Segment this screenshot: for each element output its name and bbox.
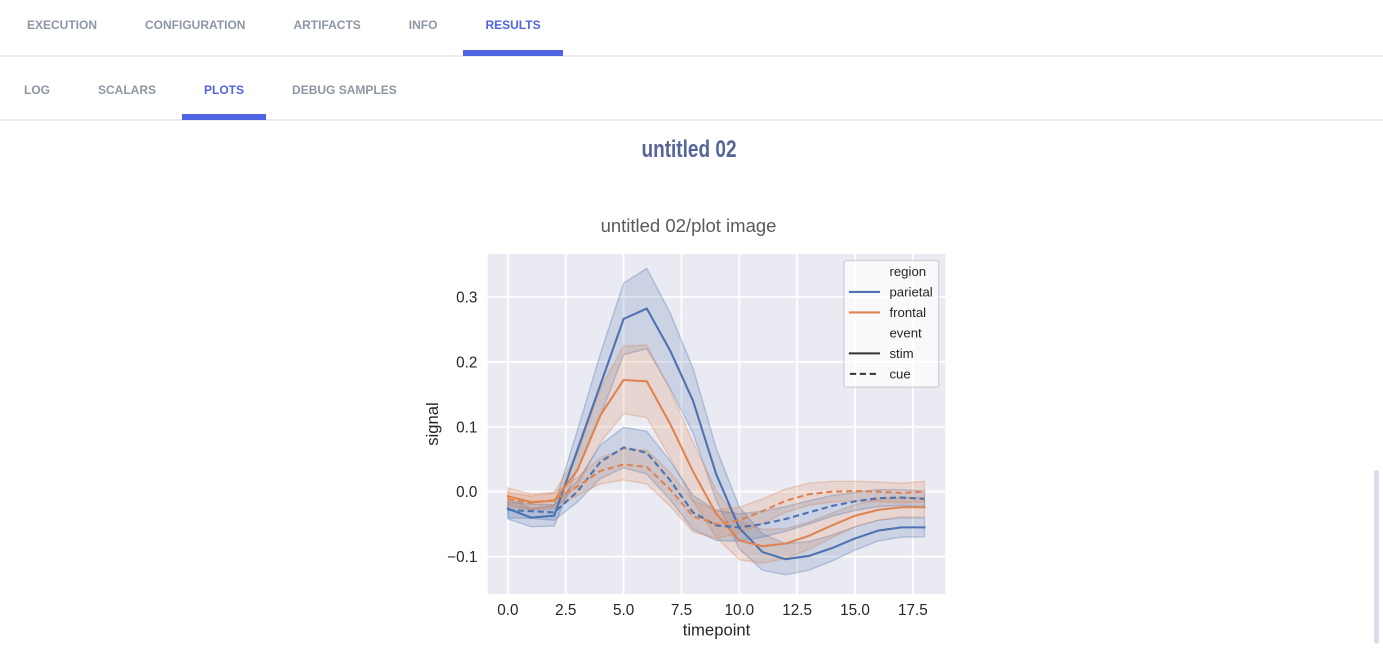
svg-text:17.5: 17.5 xyxy=(898,602,928,619)
svg-text:0.1: 0.1 xyxy=(456,419,477,436)
svg-text:cue: cue xyxy=(889,366,910,381)
svg-text:region: region xyxy=(889,264,926,279)
svg-text:timepoint: timepoint xyxy=(683,621,751,640)
svg-text:frontal: frontal xyxy=(889,305,926,320)
svg-text:12.5: 12.5 xyxy=(782,602,812,619)
svg-text:−0.1: −0.1 xyxy=(447,549,477,566)
svg-text:15.0: 15.0 xyxy=(840,602,870,619)
svg-text:event: event xyxy=(889,326,922,341)
svg-text:0.0: 0.0 xyxy=(497,602,518,619)
svg-text:10.0: 10.0 xyxy=(724,602,754,619)
svg-text:stim: stim xyxy=(889,346,913,361)
svg-text:7.5: 7.5 xyxy=(671,602,692,619)
svg-text:0.3: 0.3 xyxy=(456,289,477,306)
svg-text:5.0: 5.0 xyxy=(613,602,634,619)
svg-text:0.0: 0.0 xyxy=(456,484,477,501)
svg-text:0.2: 0.2 xyxy=(456,354,477,371)
svg-text:signal: signal xyxy=(423,402,442,446)
svg-text:2.5: 2.5 xyxy=(555,602,576,619)
svg-text:parietal: parietal xyxy=(889,285,932,300)
